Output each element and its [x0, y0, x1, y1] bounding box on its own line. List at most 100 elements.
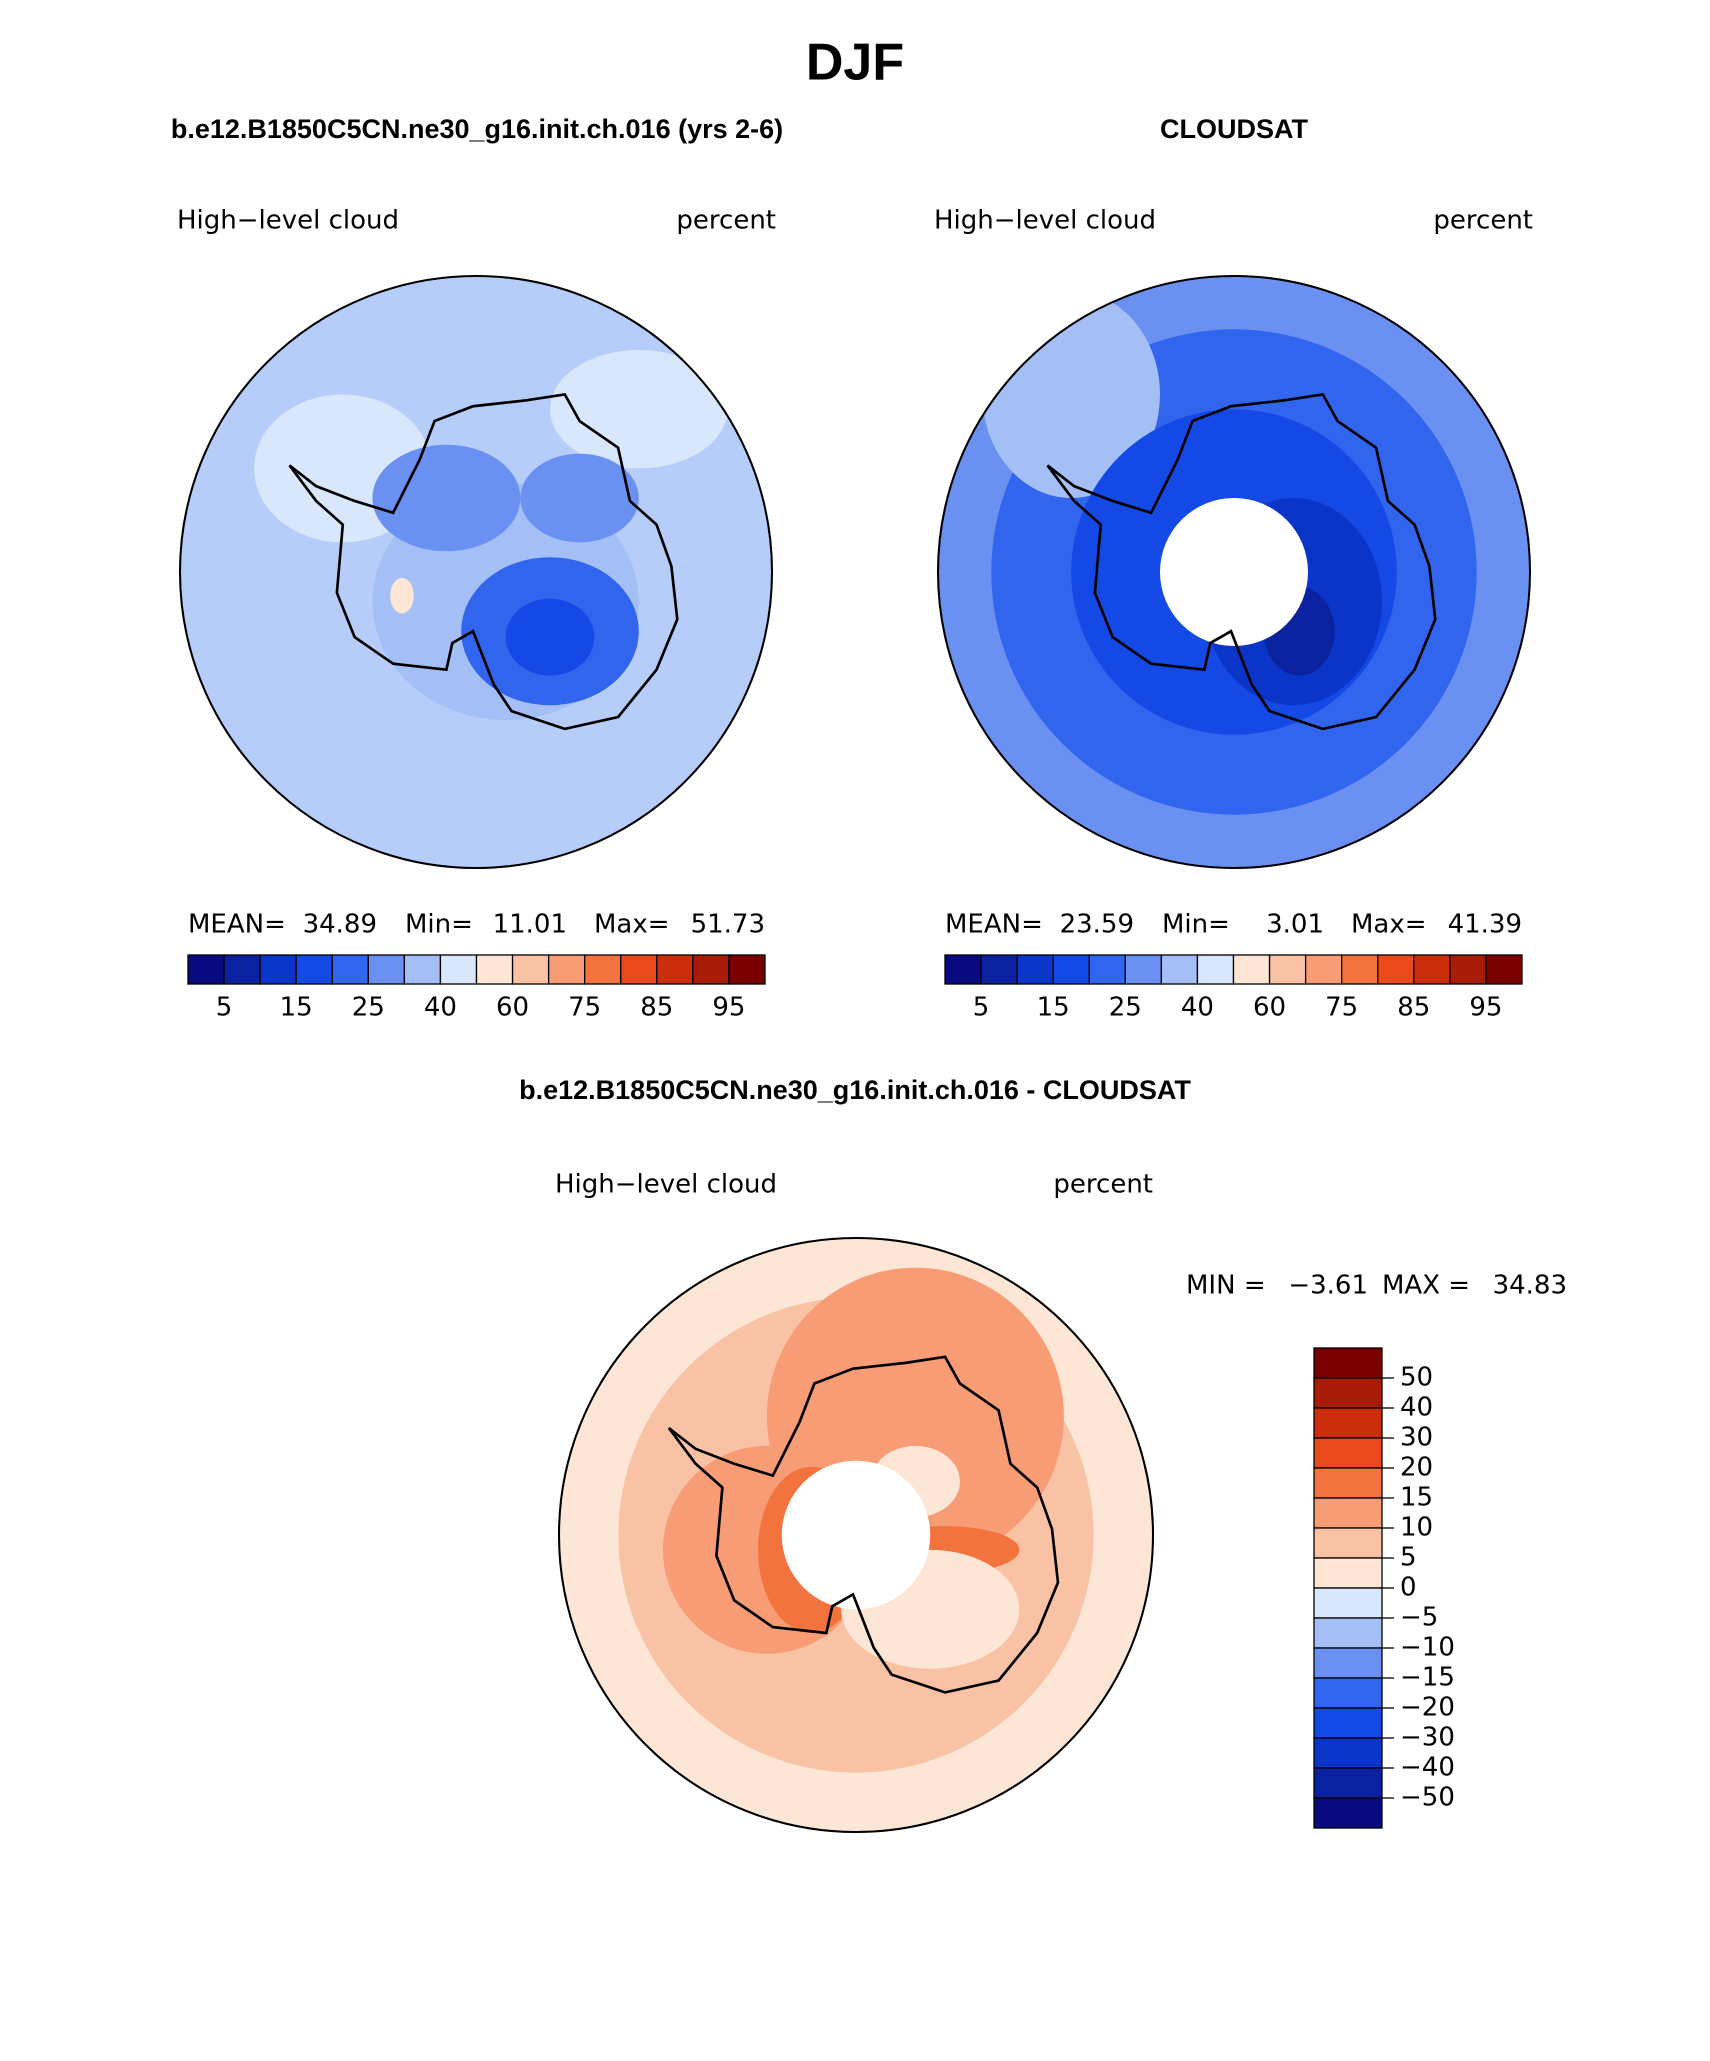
- units-label: percent: [1433, 206, 1533, 236]
- colorbar-box: [1313, 1377, 1383, 1409]
- units-label: percent: [676, 206, 776, 236]
- colorbar-label: 0: [1400, 1573, 1417, 1603]
- stat-value: −3.61: [1288, 1271, 1368, 1301]
- map-difference: [557, 1236, 1155, 1834]
- colorbar-label: 5: [973, 993, 990, 1023]
- colorbar-label: −30: [1400, 1723, 1455, 1753]
- colorbar-label: 15: [280, 993, 313, 1023]
- colorbar-box: [980, 954, 1018, 985]
- colorbar-label: 40: [424, 993, 457, 1023]
- map-left: [178, 274, 774, 870]
- variable-label: High−level cloud: [177, 206, 399, 236]
- colorbar-label: 25: [1109, 993, 1142, 1023]
- colorbar-box: [1016, 954, 1054, 985]
- colorbar-box: [584, 954, 622, 985]
- colorbar-box: [475, 954, 514, 985]
- colorbar-box: [1232, 954, 1271, 985]
- colorbar-label: 40: [1181, 993, 1214, 1023]
- colorbar-box: [439, 954, 478, 985]
- stat-value: 51.73: [691, 910, 765, 940]
- stat-label: Max=: [594, 910, 670, 940]
- colorbar-box: [1160, 954, 1199, 985]
- colorbar-label: 20: [1400, 1453, 1433, 1483]
- colorbar-label: 75: [1325, 993, 1358, 1023]
- colorbar-box: [1313, 1707, 1383, 1739]
- map-right: [936, 274, 1532, 870]
- colorbar-box: [692, 954, 730, 985]
- colorbar-box: [1313, 1617, 1383, 1649]
- stat-label: MEAN=: [945, 910, 1043, 940]
- colorbar-box: [1413, 954, 1451, 985]
- colorbar-label: 5: [216, 993, 233, 1023]
- colorbar-box: [331, 954, 369, 985]
- colorbar-label: −40: [1400, 1753, 1455, 1783]
- colorbar-label: 85: [640, 993, 673, 1023]
- colorbar-label: 60: [1253, 993, 1286, 1023]
- colorbar-box: [1313, 1557, 1383, 1589]
- colorbar-box: [1485, 954, 1523, 985]
- colorbar-label: 15: [1037, 993, 1070, 1023]
- variable-label: High−level cloud: [555, 1170, 777, 1200]
- colorbar-box: [367, 954, 406, 985]
- colorbar-box: [1268, 954, 1307, 985]
- colorbar-label: 85: [1397, 993, 1430, 1023]
- stat-label: Min=: [405, 910, 473, 940]
- colorbar-box: [403, 954, 442, 985]
- colorbar-box: [295, 954, 333, 985]
- variable-label: High−level cloud: [934, 206, 1156, 236]
- colorbar-box: [656, 954, 694, 985]
- colorbar-box: [1088, 954, 1126, 985]
- colorbar-box: [1313, 1467, 1383, 1499]
- colorbar-label: −50: [1400, 1783, 1455, 1813]
- colorbar-label: 10: [1400, 1513, 1433, 1543]
- colorbar-label: 95: [712, 993, 745, 1023]
- stat-value: 34.83: [1493, 1271, 1567, 1301]
- colorbar-box: [1313, 1407, 1383, 1439]
- stat-label: Max=: [1351, 910, 1427, 940]
- colorbar-box: [1313, 1497, 1383, 1529]
- colorbar-label: 30: [1400, 1423, 1433, 1453]
- colorbar-label: −5: [1400, 1603, 1438, 1633]
- panel-title: CLOUDSAT: [1160, 114, 1308, 144]
- colorbar-label: 25: [352, 993, 385, 1023]
- colorbar-label: 40: [1400, 1393, 1433, 1423]
- colorbar-box: [1304, 954, 1343, 985]
- colorbar-box: [1313, 1677, 1383, 1709]
- colorbar-box: [1313, 1737, 1383, 1769]
- colorbar-box: [547, 954, 586, 985]
- colorbar-box: [1052, 954, 1090, 985]
- colorbar-label: 50: [1400, 1363, 1433, 1393]
- colorbar-label: −10: [1400, 1633, 1455, 1663]
- colorbar-box: [511, 954, 550, 985]
- colorbar-box: [1313, 1587, 1383, 1619]
- stat-label: MAX =: [1382, 1271, 1470, 1301]
- stat-label: MIN =: [1186, 1271, 1266, 1301]
- stat-value: 41.39: [1448, 910, 1522, 940]
- panel-title: b.e12.B1850C5CN.ne30_g16.init.ch.016 (yr…: [171, 114, 783, 144]
- colorbar-label: 95: [1469, 993, 1502, 1023]
- stat-value: 11.01: [493, 910, 567, 940]
- colorbar-box: [259, 954, 297, 985]
- stat-label: MEAN=: [188, 910, 286, 940]
- colorbar-box: [1313, 1797, 1383, 1829]
- stat-value: 23.59: [1060, 910, 1134, 940]
- colorbar-box: [1377, 954, 1415, 985]
- colorbar-box: [1313, 1437, 1383, 1469]
- colorbar-box: [223, 954, 261, 985]
- stat-value: 34.89: [303, 910, 377, 940]
- figure-title: DJF: [806, 34, 904, 92]
- colorbar-box: [1124, 954, 1163, 985]
- units-label: percent: [1053, 1170, 1153, 1200]
- colorbar-box: [728, 954, 766, 985]
- colorbar-label: 60: [496, 993, 529, 1023]
- colorbar-box: [1341, 954, 1379, 985]
- colorbar-box: [1449, 954, 1487, 985]
- colorbar-label: −20: [1400, 1693, 1455, 1723]
- colorbar-box: [620, 954, 658, 985]
- panel-title: b.e12.B1850C5CN.ne30_g16.init.ch.016 - C…: [519, 1075, 1191, 1105]
- colorbar-box: [1313, 1647, 1383, 1679]
- colorbar-label: 5: [1400, 1543, 1417, 1573]
- colorbar-label: −15: [1400, 1663, 1455, 1693]
